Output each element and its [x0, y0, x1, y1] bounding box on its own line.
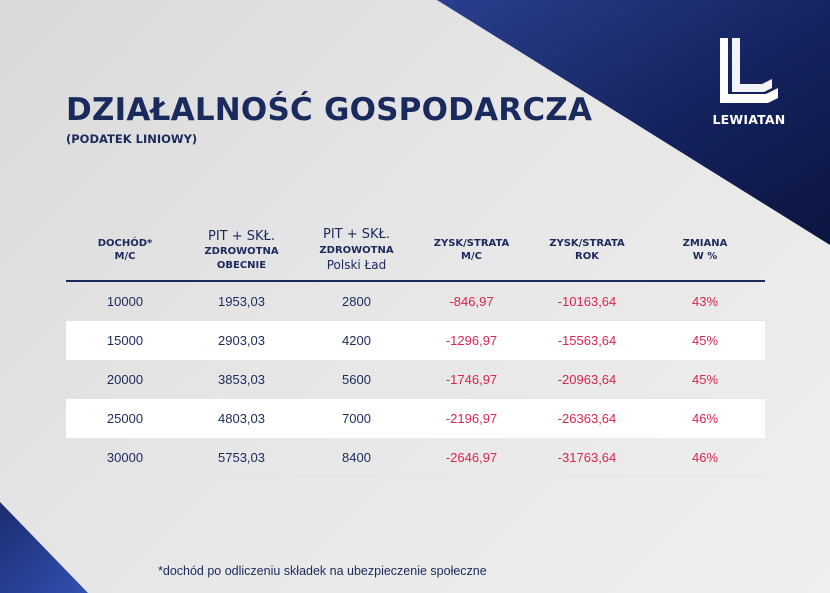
cell-income: 15000 [106, 333, 144, 348]
table-header: DOCHÓD* M/C PIT + SKŁ. ZDROWOTNA OBECNIE… [66, 220, 765, 282]
cell-pit-polski-lad: 4200 [342, 333, 371, 348]
cell-change: 46% [691, 449, 719, 465]
column-header-pit-polski-lad: PIT + SKŁ. ZDROWOTNA Polski Ład [319, 227, 394, 273]
table-row: 20000 3853,03 5600 -1746,97 -20963,64 45… [66, 360, 765, 399]
cell-profit-month: -846,97 [449, 293, 494, 309]
lewiatan-l-icon [720, 38, 778, 103]
cell-income: 25000 [106, 411, 144, 426]
cell-pit-current: 1953,03 [218, 293, 265, 309]
cell-profit-month: -2196,97 [445, 411, 498, 426]
table-row: 30000 5753,03 8400 -2646,97 -31763,64 46… [66, 438, 765, 477]
cell-change: 43% [691, 293, 719, 309]
cell-income: 30000 [106, 449, 144, 465]
cell-profit-month: -1746,97 [445, 371, 498, 387]
cell-change: 45% [691, 371, 719, 387]
cell-profit-month: -1296,97 [445, 333, 498, 348]
cell-change: 45% [691, 333, 719, 348]
bottom-left-shape [0, 502, 88, 593]
page-title: DZIAŁALNOŚĆ GOSPODARCZA [66, 92, 593, 128]
logo-text: LEWIATAN [712, 112, 786, 127]
cell-profit-month: -2646,97 [445, 449, 498, 465]
cell-profit-year: -10163,64 [557, 293, 617, 309]
cell-pit-current: 3853,03 [218, 371, 265, 387]
page-subtitle: (PODATEK LINIOWY) [66, 132, 198, 146]
column-header-pit-current: PIT + SKŁ. ZDROWOTNA OBECNIE [204, 228, 279, 271]
cell-pit-polski-lad: 2800 [342, 293, 371, 309]
top-right-shape [437, 0, 830, 245]
column-header-change: ZMIANA W % [682, 237, 728, 263]
cell-profit-year: -26363,64 [557, 411, 617, 426]
cell-pit-current: 4803,03 [218, 411, 265, 426]
cell-profit-year: -31763,64 [557, 449, 617, 465]
cell-change: 46% [691, 411, 719, 426]
cell-pit-polski-lad: 8400 [342, 449, 371, 465]
column-header-profit-month: ZYSK/STRATA M/C [433, 237, 510, 263]
cell-income: 20000 [106, 371, 144, 387]
cell-income: 10000 [106, 293, 144, 309]
cell-profit-year: -20963,64 [557, 371, 617, 387]
cell-pit-polski-lad: 7000 [342, 411, 371, 426]
table-row: 25000 4803,03 7000 -2196,97 -26363,64 46… [66, 399, 765, 438]
table-row: 10000 1953,03 2800 -846,97 -10163,64 43% [66, 282, 765, 321]
table-row: 15000 2903,03 4200 -1296,97 -15563,64 45… [66, 321, 765, 360]
cell-profit-year: -15563,64 [557, 333, 617, 348]
footnote: *dochód po odliczeniu składek na ubezpie… [158, 564, 487, 578]
brand-logo[interactable]: LEWIATAN [706, 36, 792, 127]
column-header-profit-year: ZYSK/STRATA ROK [549, 237, 625, 263]
cell-pit-polski-lad: 5600 [342, 371, 371, 387]
column-header-income: DOCHÓD* M/C [97, 237, 153, 263]
cell-pit-current: 2903,03 [218, 333, 265, 348]
cell-pit-current: 5753,03 [218, 449, 265, 465]
tax-comparison-table: DOCHÓD* M/C PIT + SKŁ. ZDROWOTNA OBECNIE… [66, 220, 765, 477]
